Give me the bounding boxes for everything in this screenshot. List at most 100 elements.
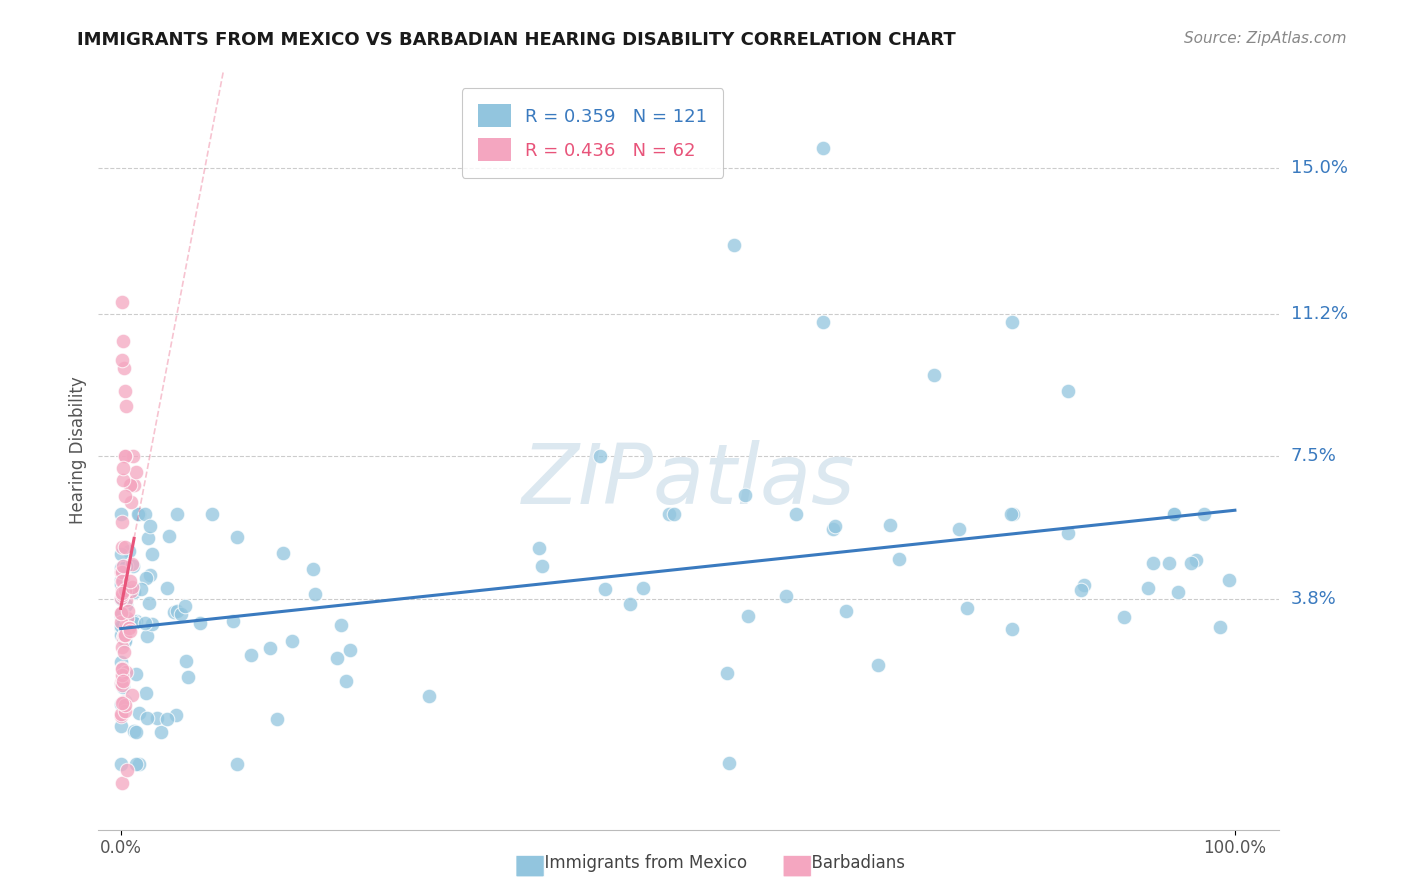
Point (163, 605, 186, 619)
Point (1163, 507, 1185, 521)
Point (737, 609, 759, 624)
Point (531, 559, 554, 574)
Text: Barbadians: Barbadians (801, 855, 905, 872)
Point (114, 619, 136, 633)
Point (170, 607, 193, 621)
Point (110, 609, 132, 624)
Point (110, 757, 132, 772)
Point (593, 582, 616, 597)
Point (114, 694, 136, 708)
Point (723, 237, 745, 252)
Point (112, 674, 135, 689)
Point (149, 724, 172, 739)
Point (122, 559, 145, 574)
Point (112, 645, 135, 659)
Point (118, 544, 141, 558)
Point (589, 449, 612, 463)
Point (110, 676, 132, 690)
Point (128, 706, 150, 720)
Text: ZIPatlas: ZIPatlas (522, 441, 856, 521)
Point (110, 615, 132, 629)
Point (118, 477, 141, 491)
Point (114, 384, 136, 398)
Point (120, 574, 142, 588)
Point (114, 626, 136, 640)
Point (138, 596, 160, 610)
Point (134, 616, 156, 631)
Point (266, 712, 288, 726)
Point (110, 677, 132, 691)
Point (112, 580, 135, 594)
Point (304, 587, 326, 601)
Point (110, 573, 132, 587)
Point (222, 615, 245, 629)
Point (110, 576, 132, 591)
Point (121, 580, 143, 594)
Point (785, 507, 807, 521)
Point (112, 360, 135, 375)
Point (110, 591, 132, 606)
Point (111, 334, 134, 348)
Point (110, 540, 132, 554)
Point (734, 488, 756, 502)
Point (165, 707, 187, 722)
Point (111, 668, 134, 682)
Point (834, 604, 856, 618)
Point (1185, 552, 1208, 566)
Point (114, 559, 136, 574)
Point (775, 589, 797, 603)
Point (111, 673, 134, 688)
Point (115, 621, 138, 635)
Point (125, 614, 148, 628)
Point (633, 581, 655, 595)
Point (1194, 507, 1216, 521)
Point (115, 399, 138, 413)
Point (111, 515, 134, 529)
Point (111, 566, 134, 580)
Point (110, 606, 132, 620)
Point (139, 519, 162, 533)
Point (111, 582, 134, 597)
Text: 15.0%: 15.0% (1291, 159, 1347, 177)
Point (111, 662, 134, 676)
Point (110, 719, 132, 733)
Point (111, 695, 134, 709)
Point (811, 314, 834, 328)
Point (115, 764, 138, 778)
Point (824, 519, 846, 533)
Point (1209, 620, 1232, 634)
Point (120, 495, 142, 509)
Point (114, 449, 136, 463)
Point (112, 628, 135, 642)
Text: 7.5%: 7.5% (1291, 447, 1337, 466)
Point (173, 599, 195, 614)
Point (335, 673, 357, 688)
Point (226, 757, 249, 772)
Point (1218, 574, 1240, 588)
Point (879, 518, 901, 533)
Point (1112, 609, 1135, 624)
Point (122, 616, 145, 631)
Point (110, 619, 132, 633)
Point (114, 632, 136, 646)
Point (527, 541, 550, 555)
Point (121, 688, 143, 702)
Point (111, 661, 134, 675)
Point (122, 585, 145, 599)
Point (271, 546, 294, 560)
Point (112, 628, 135, 642)
Point (418, 689, 440, 703)
Point (120, 476, 142, 491)
Point (128, 507, 150, 521)
Point (141, 548, 163, 562)
Point (111, 473, 134, 487)
Point (111, 586, 134, 600)
Point (1073, 578, 1095, 592)
Point (114, 592, 136, 607)
Point (122, 724, 145, 739)
Point (1157, 556, 1180, 570)
Point (110, 547, 132, 561)
Point (110, 591, 132, 606)
Point (118, 621, 141, 635)
Point (114, 449, 136, 463)
